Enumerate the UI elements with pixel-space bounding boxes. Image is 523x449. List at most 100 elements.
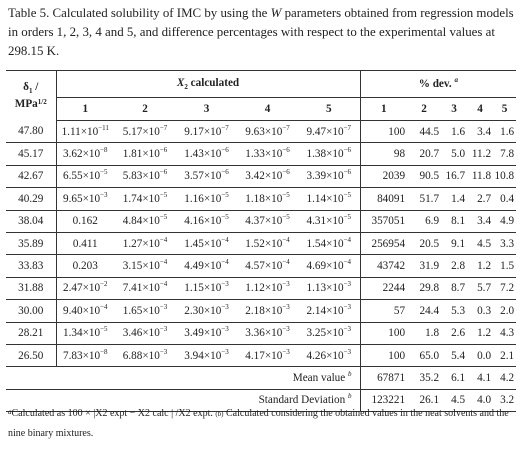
x2-mantissa: 7.83 (62, 349, 83, 362)
x2-cell: 1.12×10−3 (237, 276, 298, 300)
times-ten: ×10 (142, 349, 160, 362)
times-ten: ×10 (203, 237, 222, 250)
summary-row: Standard Deviation b 123221 26.1 4.5 4.0 3.2 (6, 388, 517, 413)
dev-cell: 11.2 (467, 142, 494, 166)
x2-exponent: −3 (282, 347, 290, 356)
summary-value: 4.2 (493, 366, 517, 390)
x2-cell: 3.39×10−6 (298, 164, 361, 188)
summary-value: 4.0 (467, 388, 494, 413)
table-row: 42.67 6.55×10−5 5.83×10−6 3.57×10−6 3.42×10−… (6, 164, 517, 188)
x2-mantissa: 0.411 (72, 237, 98, 250)
x2-cell: 1.65×10−3 (114, 299, 176, 323)
x2-mantissa: 4.16 (184, 215, 204, 228)
dev-cell: 24.4 (407, 299, 442, 323)
times-ten: ×10 (264, 282, 283, 295)
times-ten: ×10 (80, 125, 99, 138)
x2-exponent: −3 (221, 347, 229, 356)
x2-mantissa: 6.55 (62, 170, 83, 183)
x2-exponent: −3 (282, 302, 290, 311)
x2-exponent: −5 (282, 190, 290, 199)
times-ten: ×10 (326, 327, 344, 340)
x2-mantissa: 2.30 (184, 304, 204, 317)
dev-cell: 256954 (360, 231, 408, 255)
times-ten: ×10 (264, 260, 283, 273)
x2-cell: 3.36×10−3 (237, 321, 298, 345)
x2-cell: 1.15×10−3 (176, 276, 237, 300)
table-row: 47.80 1.11×10−11 5.17×10−7 9.17×10−7 9.63×10… (6, 120, 516, 143)
dev-cell: 7.8 (493, 142, 517, 166)
times-ten: ×10 (142, 237, 160, 250)
footnote-b-text: Calculated considering the obtained valu… (8, 408, 509, 439)
dev-cell: 51.7 (407, 187, 442, 211)
x2-exponent: −4 (282, 235, 290, 244)
x2-mantissa: 3.62 (62, 148, 83, 161)
times-ten: ×10 (264, 215, 283, 228)
times-ten: ×10 (326, 170, 344, 183)
dev-cell: 100 (388, 125, 406, 138)
x2-mantissa: 3.25 (306, 327, 327, 340)
x2-exponent: −3 (343, 302, 352, 311)
x2-cell: 4.17×10−3 (237, 343, 298, 367)
x2-mantissa: 1.16 (184, 192, 204, 205)
x2-exponent: −7 (343, 123, 352, 132)
x2-order-1-header: 1 (56, 97, 114, 121)
x2-cell: 4.31×10−5 (298, 209, 361, 233)
times-ten: ×10 (82, 282, 101, 295)
x2-exponent: −6 (221, 168, 229, 177)
x2-cell: 4.57×10−4 (237, 254, 298, 278)
x2-mantissa: 1.34 (62, 327, 83, 340)
times-ten: ×10 (142, 260, 160, 273)
x2-exponent: −3 (159, 325, 168, 334)
x2-exponent: −5 (100, 168, 108, 177)
times-ten: ×10 (142, 125, 160, 138)
x2-mantissa: 1.27 (122, 237, 143, 250)
x2-mantissa: 4.31 (306, 215, 327, 228)
dev-cell: 1.2 (467, 254, 494, 278)
x2-mantissa: 3.49 (184, 327, 204, 340)
dev-cell: 1.6 (500, 125, 515, 138)
x2-exponent: −5 (343, 190, 352, 199)
dev-header: % dev. a (360, 70, 517, 98)
x2-cell: 1.43×10−6 (176, 142, 237, 166)
times-ten: ×10 (203, 349, 222, 362)
times-ten: ×10 (142, 148, 160, 161)
x2-rest: calculated (187, 76, 240, 89)
dev-cell: 0.4 (493, 187, 517, 211)
x2-mantissa: 4.26 (306, 349, 327, 362)
x2-cell: 1.74×10−5 (114, 187, 176, 211)
times-ten: ×10 (203, 327, 222, 340)
x2-order-2-header: 2 (114, 97, 176, 121)
x2-mantissa: 3.39 (306, 170, 327, 183)
x2-exponent: −8 (100, 146, 108, 155)
x2-mantissa: 7.41 (122, 282, 143, 295)
x2-cell: 6.55×10−5 (56, 164, 114, 188)
x2-mantissa: 5.83 (122, 170, 143, 183)
x2-cell: 4.16×10−5 (176, 209, 237, 233)
caption-suffix: parameters obtained from regression mode… (8, 6, 514, 58)
x2-exponent: −6 (282, 146, 290, 155)
times-ten: ×10 (203, 215, 222, 228)
x2-cell: 1.34×10−5 (56, 321, 114, 345)
delta-cell: 33.83 (6, 254, 57, 278)
dev-cell: 1.4 (441, 187, 468, 211)
x2-cell: 3.94×10−3 (176, 343, 237, 367)
x2-cell: 1.38×10−6 (298, 142, 361, 166)
x2-mantissa: 6.88 (122, 349, 143, 362)
times-ten: ×10 (264, 125, 283, 138)
x2-cell: 9.63×10−7 (237, 121, 298, 143)
dev-cell: 9.1 (441, 231, 468, 255)
x2-mantissa: 1.74 (122, 192, 143, 205)
dev-cell: 0.3 (467, 299, 494, 323)
x2-mantissa: 2.47 (62, 282, 83, 295)
times-ten: ×10 (326, 125, 344, 138)
x2-exponent: −3 (343, 280, 352, 289)
x2-mantissa: 2.18 (245, 304, 265, 317)
x2-mantissa: 1.13 (306, 282, 327, 295)
times-ten: ×10 (82, 170, 101, 183)
times-ten: ×10 (264, 349, 283, 362)
x2-cell: 9.65×10−3 (56, 187, 114, 211)
times-ten: ×10 (264, 304, 283, 317)
summary-sup: b (348, 369, 352, 378)
x2-exponent: −4 (343, 235, 352, 244)
